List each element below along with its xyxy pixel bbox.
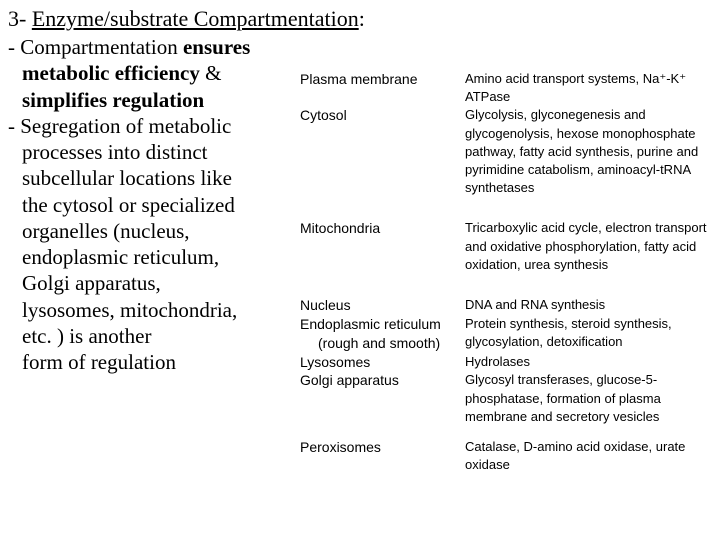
line-13: form of regulation	[8, 349, 288, 375]
process-cell: Amino acid transport systems, Na⁺-K⁺ ATP…	[465, 70, 712, 106]
location-cell: Endoplasmic reticulum (rough and smooth)	[300, 315, 465, 353]
row-gap	[300, 426, 712, 438]
location-cell: Lysosomes	[300, 353, 465, 372]
location-cell: Mitochondria	[300, 219, 465, 238]
heading-number: 3-	[8, 6, 26, 31]
heading-colon: :	[359, 6, 365, 31]
text-bold: metabolic efficiency	[22, 61, 200, 85]
process-cell: Tricarboxylic acid cycle, electron trans…	[465, 219, 712, 274]
table-row: Endoplasmic reticulum (rough and smooth)…	[300, 315, 712, 353]
line-9: endoplasmic reticulum,	[8, 244, 288, 270]
heading-title: Enzyme/substrate Compartmentation	[32, 6, 359, 31]
line-8: organelles (nucleus,	[8, 218, 288, 244]
table-row: Lysosomes Hydrolases	[300, 353, 712, 372]
line-7: the cytosol or specialized	[8, 192, 288, 218]
process-cell: DNA and RNA synthesis	[465, 296, 712, 314]
bullet-2: - Segregation of metabolic	[8, 114, 231, 138]
process-cell: Hydrolases	[465, 353, 712, 371]
line-6: subcellular locations like	[8, 165, 288, 191]
table-row: Nucleus DNA and RNA synthesis	[300, 296, 712, 315]
location-cell: Peroxisomes	[300, 438, 465, 457]
table-row: Peroxisomes Catalase, D-amino acid oxida…	[300, 438, 712, 474]
process-cell: Protein synthesis, steroid synthesis, gl…	[465, 315, 712, 351]
location-sub: (rough and smooth)	[300, 334, 459, 353]
line-3: simplifies regulation	[8, 87, 288, 113]
text-bold: ensures	[183, 35, 250, 59]
process-cell: Glycolysis, glyconegenesis and glycogeno…	[465, 106, 712, 197]
text-span: &	[200, 61, 222, 85]
location-cell: Cytosol	[300, 106, 465, 125]
table-row: Mitochondria Tricarboxylic acid cycle, e…	[300, 219, 712, 274]
process-cell: Catalase, D-amino acid oxidase, urate ox…	[465, 438, 712, 474]
location-cell: Nucleus	[300, 296, 465, 315]
section-heading: 3- Enzyme/substrate Compartmentation:	[8, 6, 365, 32]
line-12: etc. ) is another	[8, 323, 288, 349]
line-10: Golgi apparatus,	[8, 270, 288, 296]
row-gap	[300, 274, 712, 296]
row-gap	[300, 197, 712, 219]
left-body-text: - Compartmentation ensures metabolic eff…	[8, 34, 288, 375]
text-span: - Compartmentation	[8, 35, 183, 59]
line-5: processes into distinct	[8, 139, 288, 165]
location-cell: Plasma membrane	[300, 70, 465, 89]
process-cell: Glycosyl transferases, glucose-5-phospha…	[465, 371, 712, 426]
location-main: Endoplasmic reticulum	[300, 316, 441, 332]
table-row: Plasma membrane Amino acid transport sys…	[300, 70, 712, 106]
compartment-table: Plasma membrane Amino acid transport sys…	[300, 70, 712, 474]
bullet-1: - Compartmentation ensures	[8, 35, 250, 59]
table-row: Golgi apparatus Glycosyl transferases, g…	[300, 371, 712, 426]
line-11: lysosomes, mitochondria,	[8, 297, 288, 323]
table-row: Cytosol Glycolysis, glyconegenesis and g…	[300, 106, 712, 197]
location-cell: Golgi apparatus	[300, 371, 465, 390]
line-2: metabolic efficiency &	[8, 60, 288, 86]
